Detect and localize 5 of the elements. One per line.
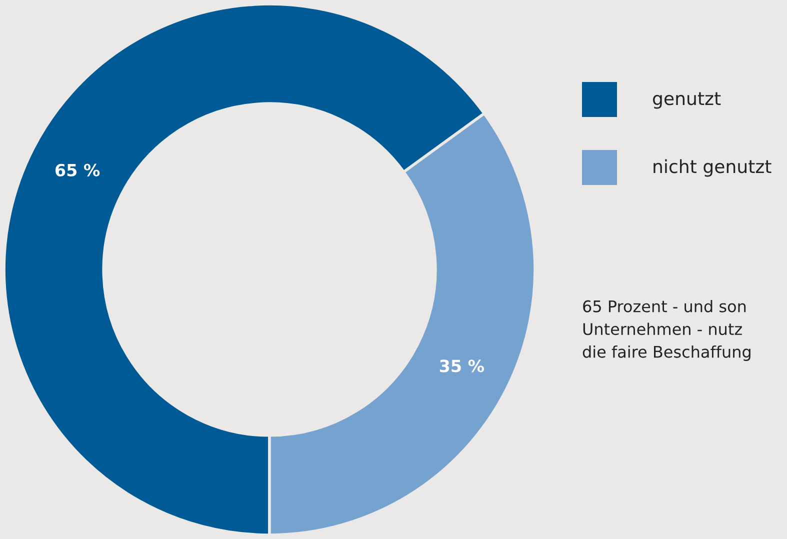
data-label: 65 %	[56, 164, 100, 176]
text: 65 Prozent - und son Unternehmen - nutz die faire Beschaffung	[582, 300, 750, 361]
data-label: 35 %	[440, 360, 484, 372]
legend-label: genutzt	[652, 92, 721, 109]
legend-label: nicht genutzt	[654, 159, 772, 177]
